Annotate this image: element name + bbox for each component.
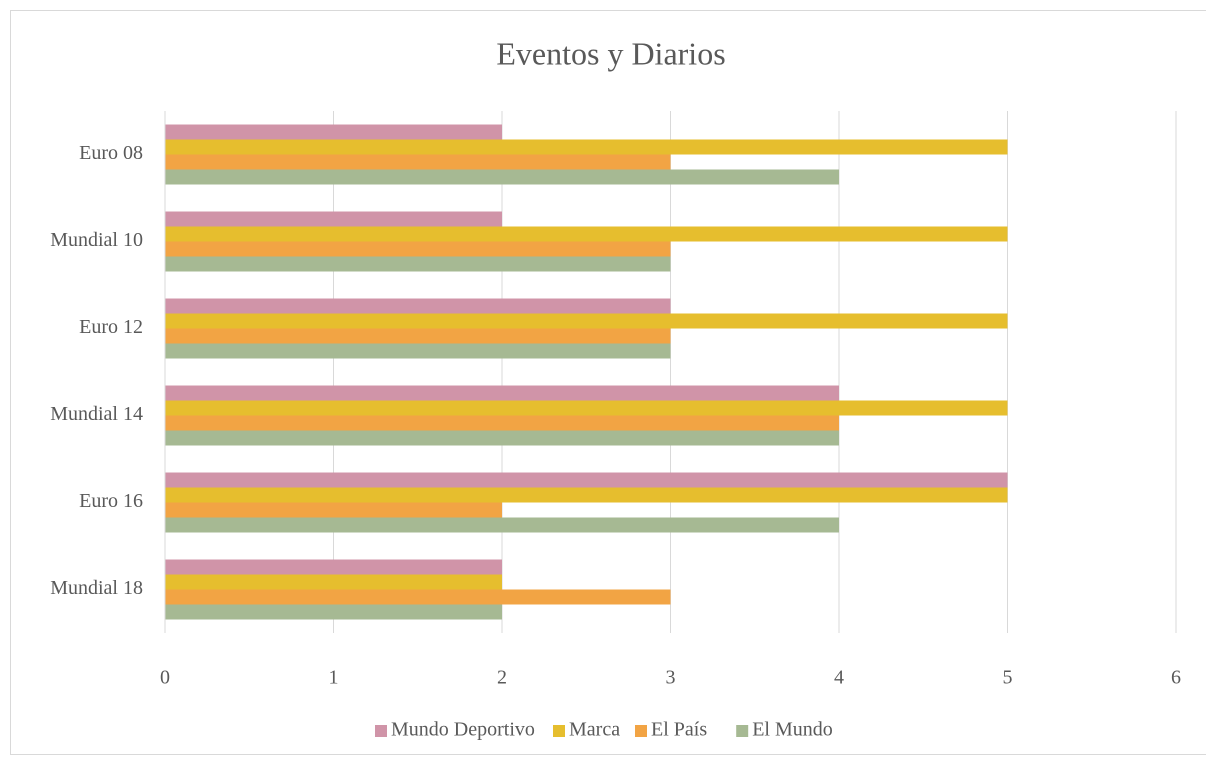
x-tick-label: 1 [329,667,339,689]
legend-swatch [375,725,387,737]
legend-swatch [736,725,749,737]
legend-swatch [553,725,565,737]
x-tick-label: 0 [160,667,170,689]
bar [165,574,502,590]
bar [165,328,671,344]
bar [165,415,839,431]
bar [165,517,839,533]
bar [165,154,671,170]
bar [165,169,839,185]
bar [165,226,1008,242]
bar [165,139,1008,155]
bar [165,559,502,575]
x-tick-label: 4 [834,667,844,689]
legend-swatch [635,725,647,737]
bar [165,241,671,257]
legend-label: Marca [569,719,620,741]
bar [165,430,839,446]
chart-title: Eventos y Diarios [496,35,725,71]
bar [165,589,671,605]
bar [165,385,839,401]
bar [165,124,502,140]
x-tick-label: 2 [497,667,507,689]
y-tick-label: Euro 08 [79,142,143,164]
y-tick-label: Mundial 18 [50,577,143,599]
x-tick-label: 6 [1171,667,1181,689]
chart-border [10,10,1206,755]
bar [165,256,671,272]
bar [165,472,1008,488]
bar [165,604,502,620]
y-tick-label: Mundial 10 [50,229,143,251]
y-tick-label: Euro 12 [79,316,143,338]
legend-label: El País [651,719,707,741]
bar [165,211,502,227]
legend-label: El Mundo [752,719,833,741]
x-tick-label: 5 [1003,667,1013,689]
bar [165,298,671,314]
x-tick-label: 3 [666,667,676,689]
bar [165,400,1008,416]
bar [165,313,1008,329]
bar [165,343,671,359]
y-tick-label: Euro 16 [79,490,143,512]
y-tick-label: Mundial 14 [50,403,143,425]
legend-label: Mundo Deportivo [391,719,535,741]
bar [165,487,1008,503]
bar [165,502,502,518]
